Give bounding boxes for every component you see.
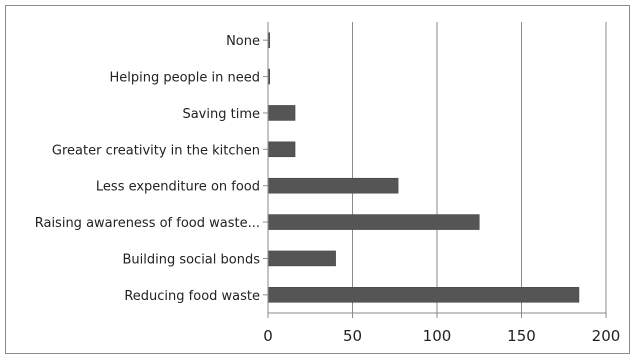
category-label: Raising awareness of food waste... (35, 216, 260, 231)
x-tick-label: 50 (343, 327, 362, 345)
x-tick-label: 100 (423, 327, 452, 345)
category-label: Helping people in need (109, 71, 260, 86)
tick-labels: 0 50 100 150 200 (263, 327, 620, 345)
x-tick-label: 150 (507, 327, 536, 345)
x-tick-label: 200 (592, 327, 621, 345)
category-label: Reducing food waste (124, 289, 260, 304)
bars (267, 32, 580, 303)
bar (267, 177, 399, 194)
bar (267, 141, 296, 158)
x-tick-label: 0 (263, 327, 273, 345)
bar (267, 214, 480, 230)
bar (267, 250, 336, 267)
gridlines (352, 22, 607, 313)
axes (263, 22, 607, 318)
category-label: Building social bonds (122, 252, 260, 267)
category-label: Less expenditure on food (96, 180, 260, 195)
category-labels: Reducing food waste Building social bonds… (35, 34, 260, 304)
bar (267, 287, 580, 303)
bar (267, 105, 296, 121)
category-label: None (226, 34, 260, 49)
category-label: Greater creativity in the kitchen (52, 143, 260, 158)
category-label: Saving time (182, 107, 260, 122)
